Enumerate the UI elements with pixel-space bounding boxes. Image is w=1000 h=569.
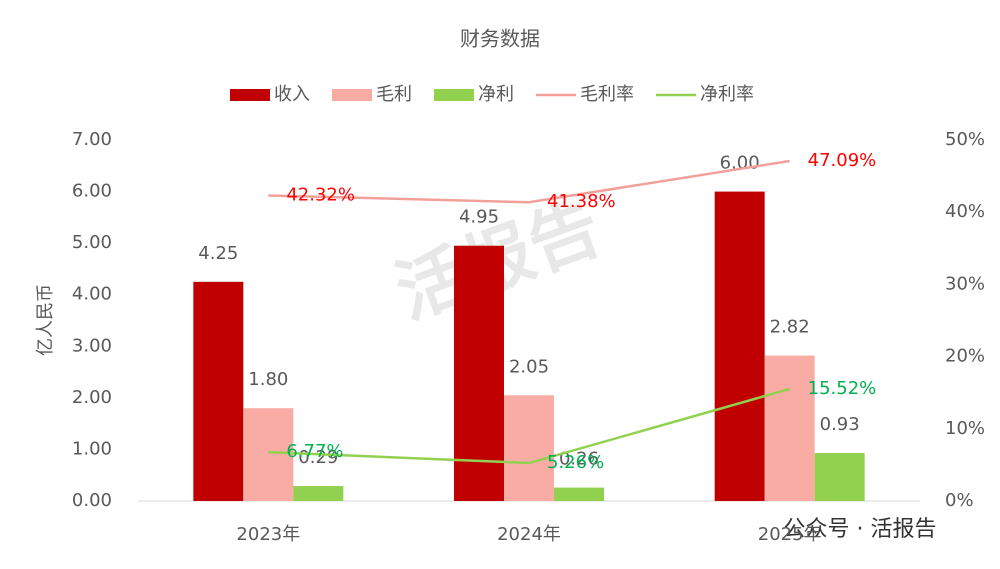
bar <box>814 453 865 501</box>
bar <box>504 395 554 501</box>
y2-tick-label: 50% <box>945 129 985 150</box>
bar <box>714 191 765 502</box>
y-tick-label: 4.00 <box>72 284 112 305</box>
x-tick-label: 2023年 <box>236 524 300 545</box>
y2-tick-label: 40% <box>945 201 985 222</box>
line-series <box>268 387 791 465</box>
data-label: 0.26 <box>559 449 599 470</box>
y-axis-label: 亿人民币 <box>35 284 56 356</box>
y-tick-label: 0.00 <box>72 490 112 511</box>
data-label: 0.29 <box>298 447 338 468</box>
data-label: 47.09% <box>808 150 877 171</box>
y-tick-label: 6.00 <box>72 181 112 202</box>
y2-tick-label: 10% <box>945 418 985 439</box>
data-label: 15.52% <box>808 378 877 399</box>
y2-tick-label: 20% <box>945 346 985 367</box>
legend-swatch <box>434 89 474 101</box>
bar <box>243 408 294 501</box>
bar <box>454 245 504 501</box>
legend-label: 毛利率 <box>580 84 634 105</box>
chart-title: 财务数据 <box>460 27 540 51</box>
bar <box>193 281 244 501</box>
bar <box>554 487 604 501</box>
data-label: 4.25 <box>198 243 238 264</box>
legend-label: 净利 <box>478 84 514 105</box>
data-label: 4.95 <box>459 207 499 228</box>
data-label: 5.26% <box>547 452 604 473</box>
legend-label: 毛利 <box>376 84 412 105</box>
data-label: 6.77% <box>286 441 343 462</box>
data-label: 2.05 <box>509 356 549 377</box>
data-label: 41.38% <box>547 191 616 212</box>
legend-swatch <box>230 89 270 101</box>
y-tick-label: 7.00 <box>72 129 112 150</box>
line-series <box>268 159 790 204</box>
y-tick-label: 3.00 <box>72 335 112 356</box>
x-tick-label: 2025年 <box>758 524 822 545</box>
y2-tick-label: 30% <box>945 273 985 294</box>
footer: 公众号 · 活报告 <box>784 517 937 542</box>
legend-label: 净利率 <box>700 84 754 105</box>
legend-label: 收入 <box>274 84 310 105</box>
data-label: 1.80 <box>248 369 288 390</box>
bar <box>293 486 344 501</box>
y2-tick-label: 0% <box>945 490 974 511</box>
y-tick-label: 2.00 <box>72 387 112 408</box>
data-label: 42.32% <box>286 184 355 205</box>
data-label: 2.82 <box>770 317 810 338</box>
y-tick-label: 1.00 <box>72 438 112 459</box>
bar <box>764 355 815 501</box>
data-label: 0.93 <box>820 414 860 435</box>
y-tick-label: 5.00 <box>72 232 112 253</box>
legend-swatch <box>332 89 372 101</box>
x-tick-label: 2024年 <box>497 524 561 545</box>
